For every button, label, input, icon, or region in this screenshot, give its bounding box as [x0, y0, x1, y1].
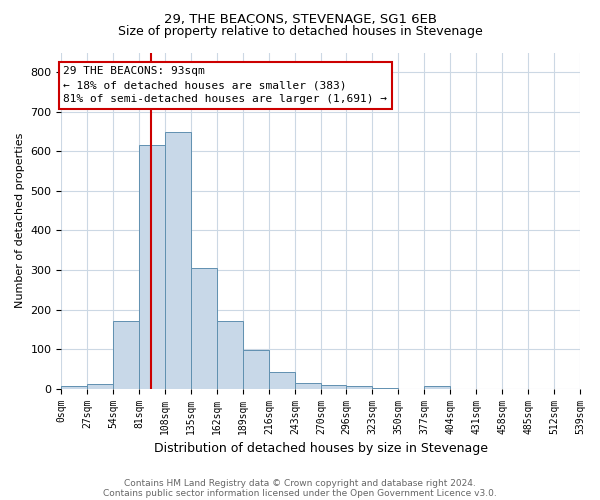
- Text: 29 THE BEACONS: 93sqm
← 18% of detached houses are smaller (383)
81% of semi-det: 29 THE BEACONS: 93sqm ← 18% of detached …: [64, 66, 388, 104]
- Bar: [346, 386, 372, 388]
- Bar: [61, 386, 88, 388]
- X-axis label: Distribution of detached houses by size in Stevenage: Distribution of detached houses by size …: [154, 442, 488, 455]
- Bar: [424, 386, 450, 388]
- Text: 29, THE BEACONS, STEVENAGE, SG1 6EB: 29, THE BEACONS, STEVENAGE, SG1 6EB: [163, 12, 437, 26]
- Bar: [191, 268, 217, 388]
- Bar: [88, 384, 113, 388]
- Y-axis label: Number of detached properties: Number of detached properties: [15, 133, 25, 308]
- Bar: [295, 383, 321, 388]
- Text: Contains HM Land Registry data © Crown copyright and database right 2024.: Contains HM Land Registry data © Crown c…: [124, 478, 476, 488]
- Bar: [269, 372, 295, 388]
- Bar: [321, 384, 346, 388]
- Bar: [217, 320, 243, 388]
- Bar: [113, 322, 139, 388]
- Text: Size of property relative to detached houses in Stevenage: Size of property relative to detached ho…: [118, 25, 482, 38]
- Bar: [139, 146, 166, 388]
- Bar: [243, 350, 269, 389]
- Bar: [166, 132, 191, 388]
- Text: Contains public sector information licensed under the Open Government Licence v3: Contains public sector information licen…: [103, 488, 497, 498]
